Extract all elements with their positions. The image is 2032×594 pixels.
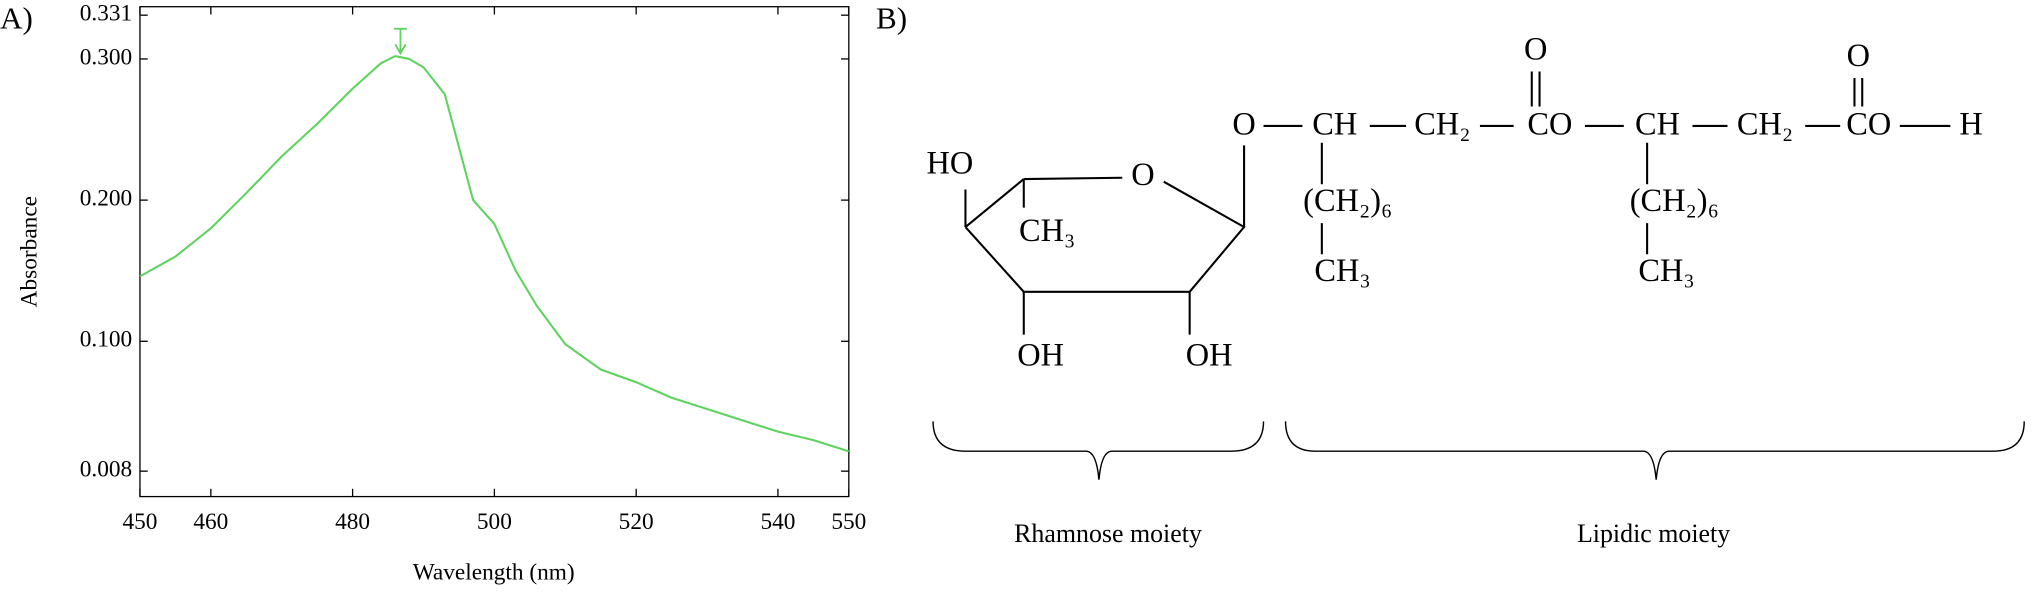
atom: CO: [1846, 107, 1891, 143]
atom: O: [1847, 38, 1870, 74]
x-axis-label: Wavelength (nm): [413, 560, 575, 586]
y-axis-label: Absorbance: [16, 196, 42, 307]
plot-frame: [139, 6, 850, 498]
atom: O: [1131, 157, 1154, 193]
x-tick-label: 550: [831, 509, 866, 535]
spectrum-line: [139, 55, 850, 453]
panel-label: B): [876, 1, 907, 36]
atom: CH₂: [1414, 107, 1470, 143]
atom: O: [1524, 32, 1547, 68]
atom: HO: [927, 146, 974, 182]
atom: H: [1959, 107, 1982, 143]
atom: CO: [1527, 107, 1572, 143]
atom: CH₃: [1638, 253, 1694, 289]
brace: [932, 421, 1265, 480]
atom: OH: [1186, 337, 1233, 373]
bond: [1320, 142, 1649, 255]
atom: CH: [1312, 107, 1357, 143]
x-tick-label: 520: [619, 509, 654, 535]
y-tick-label: 0.331: [80, 1, 132, 27]
atom: CH₃: [1019, 213, 1075, 249]
y-tick-label: 0.300: [80, 44, 132, 70]
x-tick-label: 540: [760, 509, 795, 535]
atom: CH₃: [1314, 253, 1370, 289]
ring-bond: [964, 176, 1246, 293]
atom: O: [1232, 107, 1255, 143]
y-tick-label: 0.200: [80, 185, 132, 211]
peak-arrow: [394, 43, 407, 56]
x-tick-label: 460: [193, 509, 228, 535]
moiety-label: Rhamnose moiety: [1014, 519, 1202, 548]
structure: O O O CH CH₂ CO CH CH₂ CO H HO O CH₃ OH …: [927, 32, 2025, 548]
x-tick-label: 500: [477, 509, 512, 535]
panel-label: A): [0, 1, 33, 36]
double-bond: [1530, 71, 1864, 107]
bond: [964, 145, 1246, 335]
atom: CH: [1635, 107, 1680, 143]
x-tick-label: 480: [335, 509, 370, 535]
atom: (CH₂)₆: [1630, 183, 1719, 219]
moiety-label: Lipidic moiety: [1577, 519, 1730, 548]
x-tick-label: 450: [122, 509, 157, 535]
y-tick-label: 0.008: [80, 457, 132, 483]
brace: [1284, 421, 2025, 480]
y-tick-label: 0.100: [80, 327, 132, 353]
atom: OH: [1017, 337, 1064, 373]
atom: CH₂: [1737, 107, 1793, 143]
plot-area: 0.008 0.100 0.200 0.300 0.331 450 460 480 500 520…: [80, 1, 867, 535]
atom: (CH₂)₆: [1303, 183, 1392, 219]
